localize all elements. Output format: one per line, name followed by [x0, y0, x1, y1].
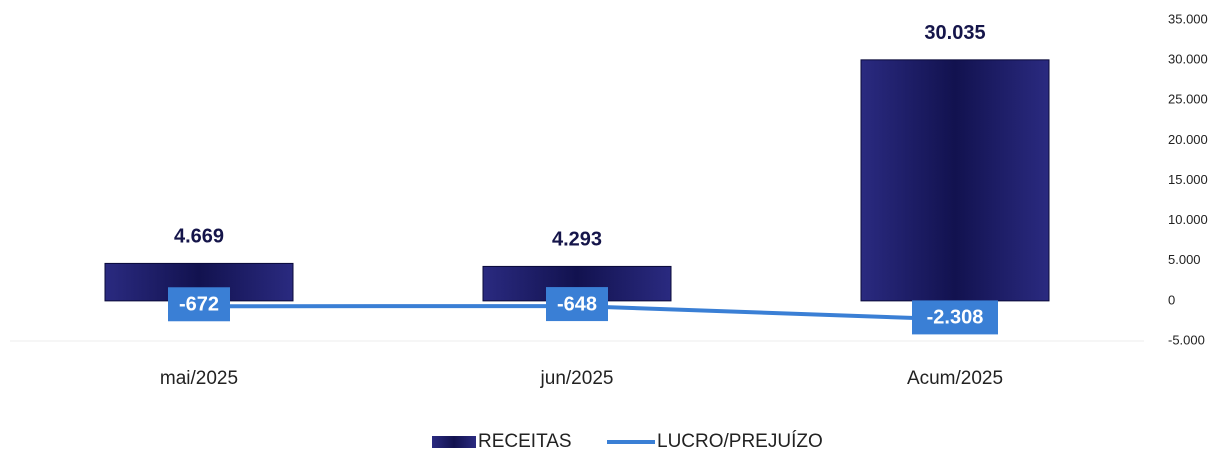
y-tick-label: 20.000	[1168, 132, 1208, 147]
bar-value-label: 4.669	[174, 226, 224, 248]
bar-value-label: 30.035	[924, 22, 985, 44]
line-value-label: -648	[557, 293, 597, 315]
y-tick-label: 15.000	[1168, 172, 1208, 187]
x-tick-label: mai/2025	[160, 368, 238, 389]
line-value-label: -672	[179, 294, 219, 316]
y-tick-label: -5.000	[1168, 332, 1205, 347]
x-tick-label: Acum/2025	[907, 368, 1003, 389]
y-tick-label: 25.000	[1168, 92, 1208, 107]
line-value-label: -2.308	[927, 307, 984, 329]
line-label-box	[912, 300, 998, 335]
y-tick-label: 30.000	[1168, 52, 1208, 67]
y-tick-label: 10.000	[1168, 212, 1208, 227]
bar	[860, 59, 1050, 302]
y-tick-label: 5.000	[1168, 252, 1201, 267]
y-tick-label: 0	[1168, 292, 1175, 307]
bar-value-label: 4.293	[552, 229, 602, 251]
line-label-box	[546, 287, 608, 322]
line-label-box	[168, 287, 230, 322]
x-tick-label: jun/2025	[540, 368, 614, 389]
legend-swatch	[432, 436, 476, 448]
y-tick-label: 35.000	[1168, 11, 1208, 26]
legend-label: LUCRO/PREJUÍZO	[657, 431, 823, 452]
legend-label: RECEITAS	[478, 431, 572, 452]
